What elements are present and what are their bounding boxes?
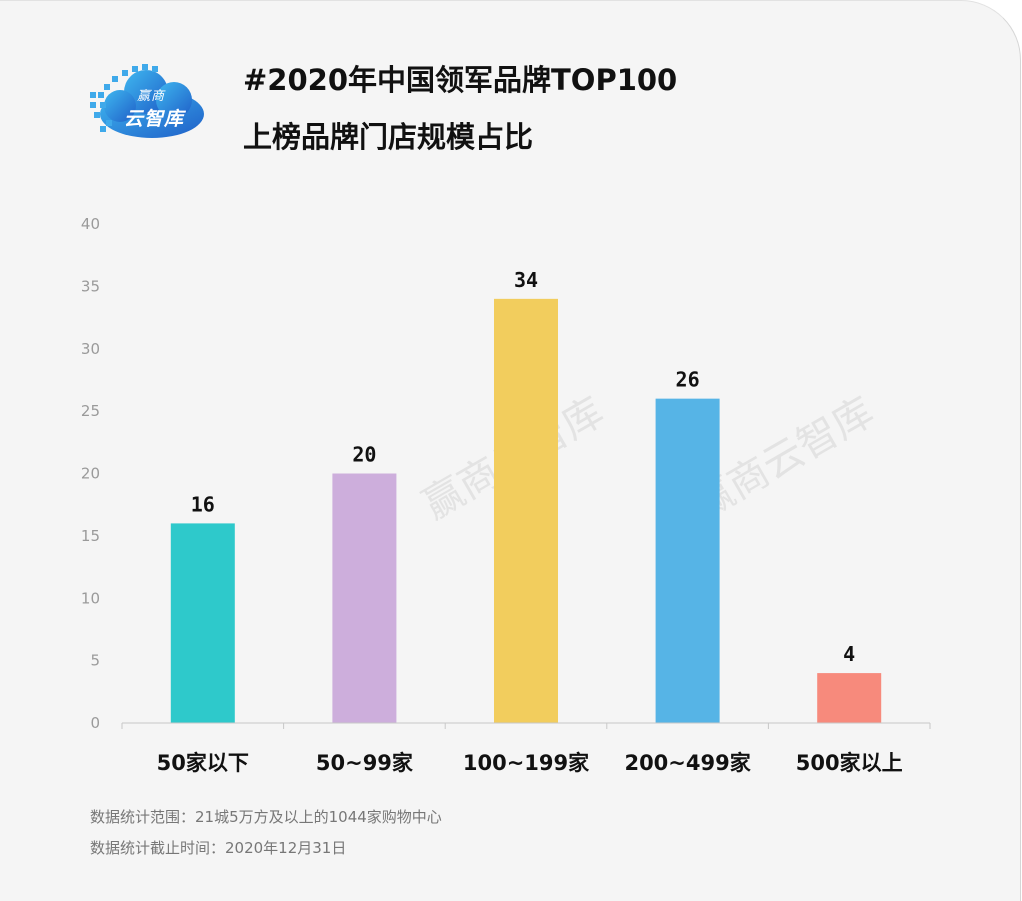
category-label: 50~99家: [316, 751, 414, 775]
logo-text-main: 云智库: [124, 108, 185, 130]
bar-0: [170, 523, 235, 723]
y-tick-label: 30: [81, 340, 100, 358]
y-tick-label: 20: [81, 465, 100, 483]
y-axis-ticks: 0 5 10 15 20 25 30 35 40: [81, 215, 100, 732]
y-tick-label: 25: [81, 402, 100, 420]
bar-4: [817, 673, 882, 723]
y-tick-label: 40: [81, 215, 100, 233]
category-label: 500家以上: [796, 751, 903, 775]
chart-title-line2: 上榜品牌门店规模占比: [243, 120, 534, 154]
y-tick-label: 10: [81, 589, 100, 607]
watermarks: 赢商云智库赢商云智库: [415, 389, 881, 529]
y-tick-label: 35: [81, 277, 100, 295]
data-cutoff-note: 数据统计截止时间：2020年12月31日: [90, 839, 347, 857]
category-label: 200~499家: [624, 751, 751, 775]
y-tick-label: 5: [90, 652, 100, 670]
category-label: 100~199家: [463, 751, 590, 775]
bar-chart: 赢商云智库赢商云智库 0 5 10 15 20 25 30 35 40 16 20 34 26 4 50…: [81, 215, 931, 775]
logo-text-top: 赢商: [137, 89, 166, 104]
y-tick-label: 0: [90, 714, 100, 732]
data-label: 26: [676, 368, 700, 392]
bar-3: [655, 398, 720, 723]
data-label: 20: [352, 443, 376, 467]
brand-logo: [90, 64, 204, 138]
data-labels: 16 20 34 26 4: [191, 268, 855, 666]
chart-title-line1: #2020年中国领军品牌TOP100: [243, 63, 678, 97]
bar-2: [494, 298, 558, 723]
y-tick-label: 15: [81, 527, 100, 545]
data-label: 34: [514, 268, 538, 292]
bars: [170, 298, 882, 723]
bar-1: [332, 473, 397, 723]
category-labels: 50家以下 50~99家 100~199家 200~499家 500家以上: [157, 751, 903, 775]
data-scope-note: 数据统计范围：21城5万方及以上的1044家购物中心: [90, 808, 442, 826]
x-axis: [121, 722, 931, 729]
category-label: 50家以下: [157, 751, 249, 775]
data-label: 4: [843, 642, 855, 666]
data-label: 16: [191, 492, 215, 516]
